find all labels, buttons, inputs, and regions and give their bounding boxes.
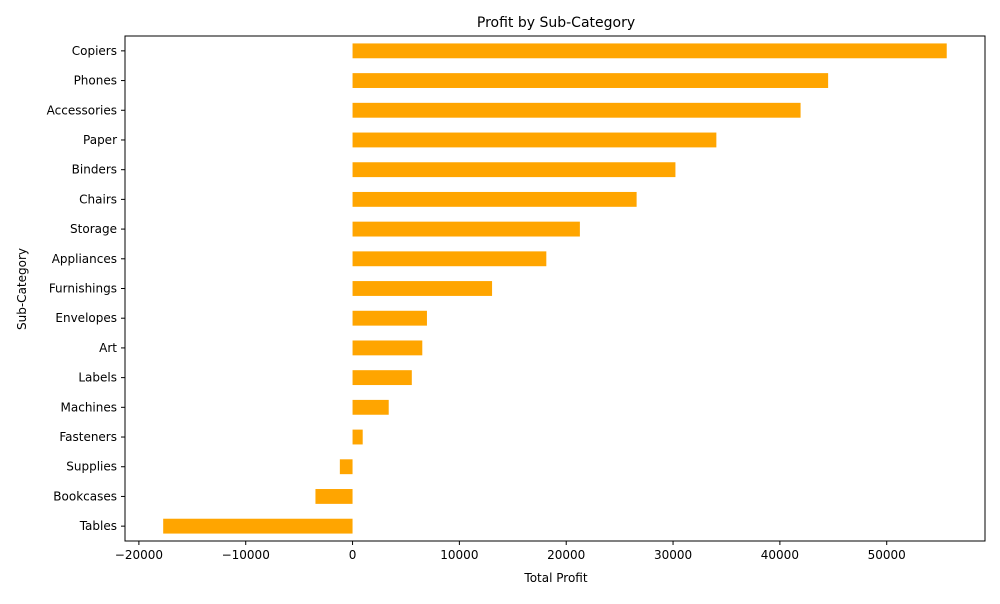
- bar-binders: [352, 162, 676, 178]
- x-tick-label: 0: [349, 548, 357, 562]
- bar-bookcases: [315, 489, 353, 504]
- x-tick-label: 50000: [868, 548, 906, 562]
- bar-labels: [352, 370, 412, 386]
- y-tick-label: Phones: [74, 74, 117, 88]
- bar-storage: [352, 221, 580, 237]
- bar-art: [352, 340, 423, 356]
- bar-appliances: [352, 251, 547, 267]
- y-tick-label: Labels: [78, 371, 117, 385]
- x-tick-label: 40000: [761, 548, 799, 562]
- y-tick-label: Tables: [79, 519, 117, 533]
- y-axis-title: Sub-Category: [15, 248, 29, 330]
- bar-phones: [352, 73, 829, 88]
- y-tick-label: Machines: [61, 400, 117, 414]
- y-axis-ticks: Copiers Phones Accessories Paper Binders Chai…: [47, 44, 125, 533]
- y-tick-label: Furnishings: [49, 282, 117, 296]
- y-tick-label: Copiers: [72, 44, 117, 58]
- bar-furnishings: [352, 281, 493, 296]
- x-tick-label: 30000: [654, 548, 692, 562]
- bar-supplies: [339, 459, 353, 475]
- y-tick-label: Storage: [70, 222, 117, 236]
- bar-machines: [352, 399, 389, 415]
- chart-title: Profit by Sub-Category: [477, 15, 635, 31]
- bar-tables: [163, 518, 353, 534]
- y-tick-label: Binders: [72, 163, 117, 177]
- bar-envelopes: [352, 310, 427, 326]
- bar-paper: [352, 132, 717, 148]
- x-axis-title: Total Profit: [523, 571, 587, 585]
- y-tick-label: Chairs: [79, 192, 117, 206]
- x-tick-label: −10000: [222, 548, 270, 562]
- x-tick-label: −20000: [115, 548, 163, 562]
- bar-fasteners: [352, 429, 363, 445]
- y-tick-label: Fasteners: [59, 430, 117, 444]
- x-axis-ticks: −20000 −10000 0 10000 20000 30000 40000 50000: [115, 541, 906, 562]
- y-tick-label: Bookcases: [53, 489, 117, 503]
- plot-frame: [124, 35, 986, 542]
- y-tick-label: Supplies: [66, 460, 117, 474]
- bars-layer: [163, 43, 947, 534]
- x-tick-label: 10000: [440, 548, 478, 562]
- y-tick-label: Art: [99, 341, 117, 355]
- y-tick-label: Paper: [83, 133, 117, 147]
- y-tick-label: Appliances: [52, 252, 117, 266]
- y-tick-label: Envelopes: [55, 311, 117, 325]
- bar-copiers: [352, 43, 947, 59]
- y-tick-label: Accessories: [47, 103, 117, 117]
- bar-accessories: [352, 102, 801, 118]
- x-tick-label: 20000: [547, 548, 585, 562]
- bar-chairs: [352, 191, 637, 207]
